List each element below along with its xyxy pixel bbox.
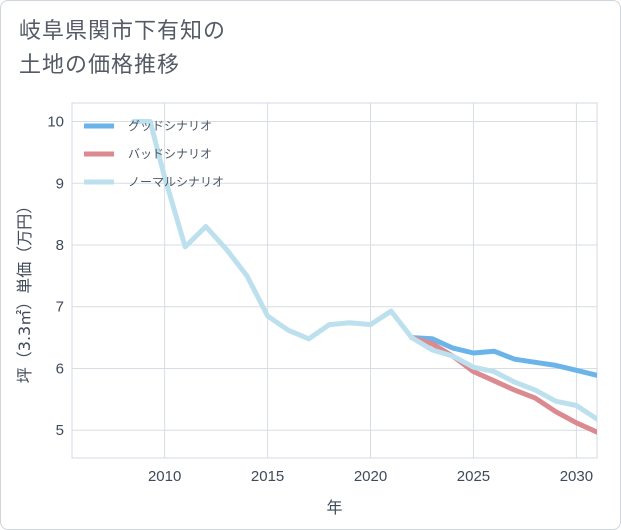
page-title: 岐阜県関市下有知の 土地の価格推移 [19, 15, 226, 83]
x-tick-label: 2030 [560, 468, 593, 485]
x-tick-label: 2020 [354, 468, 387, 485]
x-tick-label: 2025 [457, 468, 490, 485]
series-line-3 [131, 119, 597, 422]
title-line-2: 土地の価格推移 [19, 53, 181, 78]
y-tick-label: 6 [56, 360, 64, 377]
legend-label-3[interactable]: ノーマルシナリオ [128, 175, 224, 189]
x-tick-label: 2015 [251, 468, 284, 485]
legend-label-1[interactable]: グッドシナリオ [128, 119, 212, 133]
x-axis-title: 年 [326, 498, 342, 517]
x-tick-label: 2010 [148, 468, 181, 485]
title-line-1: 岐阜県関市下有知の [19, 19, 227, 44]
y-tick-label: 8 [56, 237, 64, 254]
legend-label-2[interactable]: バッドシナリオ [128, 147, 212, 161]
y-tick-label: 10 [47, 114, 64, 131]
y-axis-title: 坪（3.3㎡）単価（万円） [15, 198, 34, 383]
y-tick-label: 7 [56, 299, 64, 316]
series-line-2 [409, 335, 597, 435]
y-tick-label: 5 [56, 422, 64, 439]
y-tick-label: 9 [56, 175, 64, 192]
series-line-1 [409, 335, 597, 378]
